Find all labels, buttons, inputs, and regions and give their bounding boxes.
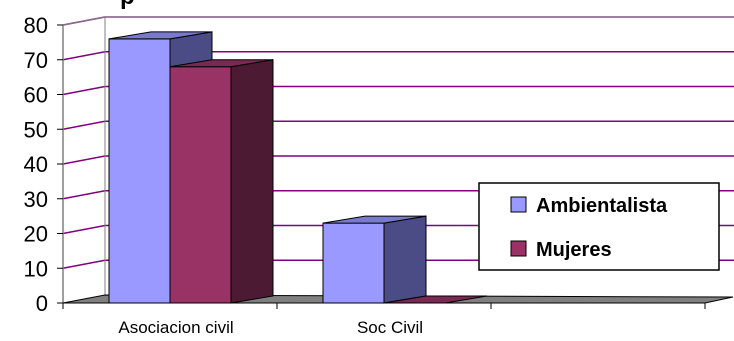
y-tick-label: 70 (24, 48, 48, 73)
bar-side (383, 215, 427, 304)
bar-front (108, 38, 171, 304)
gridline-diagonal (62, 51, 106, 61)
bar-top (108, 31, 213, 40)
gridline-diagonal (62, 155, 106, 165)
y-tick-label: 40 (24, 152, 48, 177)
x-tick-label: Soc Civil (357, 318, 423, 337)
gridline-diagonal (62, 259, 106, 269)
y-tick-label: 50 (24, 117, 48, 142)
x-tick-label: Asociacion civil (118, 318, 233, 337)
legend: Ambientalista Mujeres (478, 182, 720, 271)
bar-front (322, 222, 385, 304)
y-tick-label: 20 (24, 222, 48, 247)
wall-top-diagonal (62, 16, 106, 26)
bar-top (322, 215, 427, 224)
gridline-diagonal (62, 190, 106, 200)
legend-swatch-mujeres (510, 240, 527, 257)
y-tick-label: 30 (24, 187, 48, 212)
chart-title-fragment: p (120, 0, 135, 10)
bar-side (230, 59, 274, 304)
y-tick-label: 0 (36, 291, 48, 316)
bar-top (169, 59, 274, 68)
bar-front (169, 66, 232, 304)
gridline-diagonal (62, 224, 106, 235)
bar-ambientalista-2 (322, 215, 427, 304)
legend-label-mujeres: Mujeres (536, 239, 612, 261)
y-tick-label: 60 (24, 83, 48, 108)
legend-label-ambientalista: Ambientalista (536, 195, 668, 217)
y-tick-label: 80 (24, 13, 48, 38)
legend-swatch-ambientalista (510, 196, 527, 213)
gridline-diagonal (62, 85, 106, 96)
gridline-diagonal (62, 120, 106, 130)
y-tick-label: 10 (24, 256, 48, 281)
bar-mujeres-1 (169, 59, 274, 304)
